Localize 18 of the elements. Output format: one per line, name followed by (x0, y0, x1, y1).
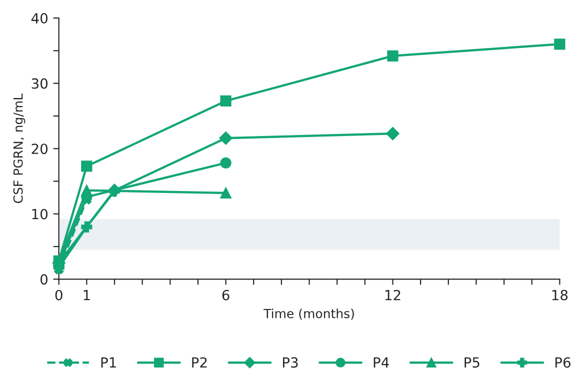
x-tick-label: 18 (552, 290, 568, 300)
x-tick-label: 0 (55, 290, 62, 300)
y-tick-label: 30 (32, 78, 48, 89)
y-tick-label: 40 (31, 13, 48, 24)
y-tick-label: 0 (40, 274, 48, 285)
x-tick-label: 12 (385, 290, 400, 300)
x-tick-label: 6 (222, 290, 230, 300)
legend-label: P3 (283, 357, 298, 368)
legend-label: P1 (101, 357, 116, 368)
y-tick-label: 20 (32, 144, 48, 154)
legend-label: P4 (374, 357, 389, 368)
y-tick-label: 10 (32, 208, 48, 220)
x-tick-label: 1 (84, 290, 90, 300)
legend-label: P6 (555, 357, 570, 368)
legend-label: P2 (192, 357, 207, 368)
y-axis-title: CSF PGRN, ng/mL (13, 94, 26, 204)
legend-label: P5 (464, 357, 480, 368)
x-axis-title: Time (months) (264, 308, 354, 320)
